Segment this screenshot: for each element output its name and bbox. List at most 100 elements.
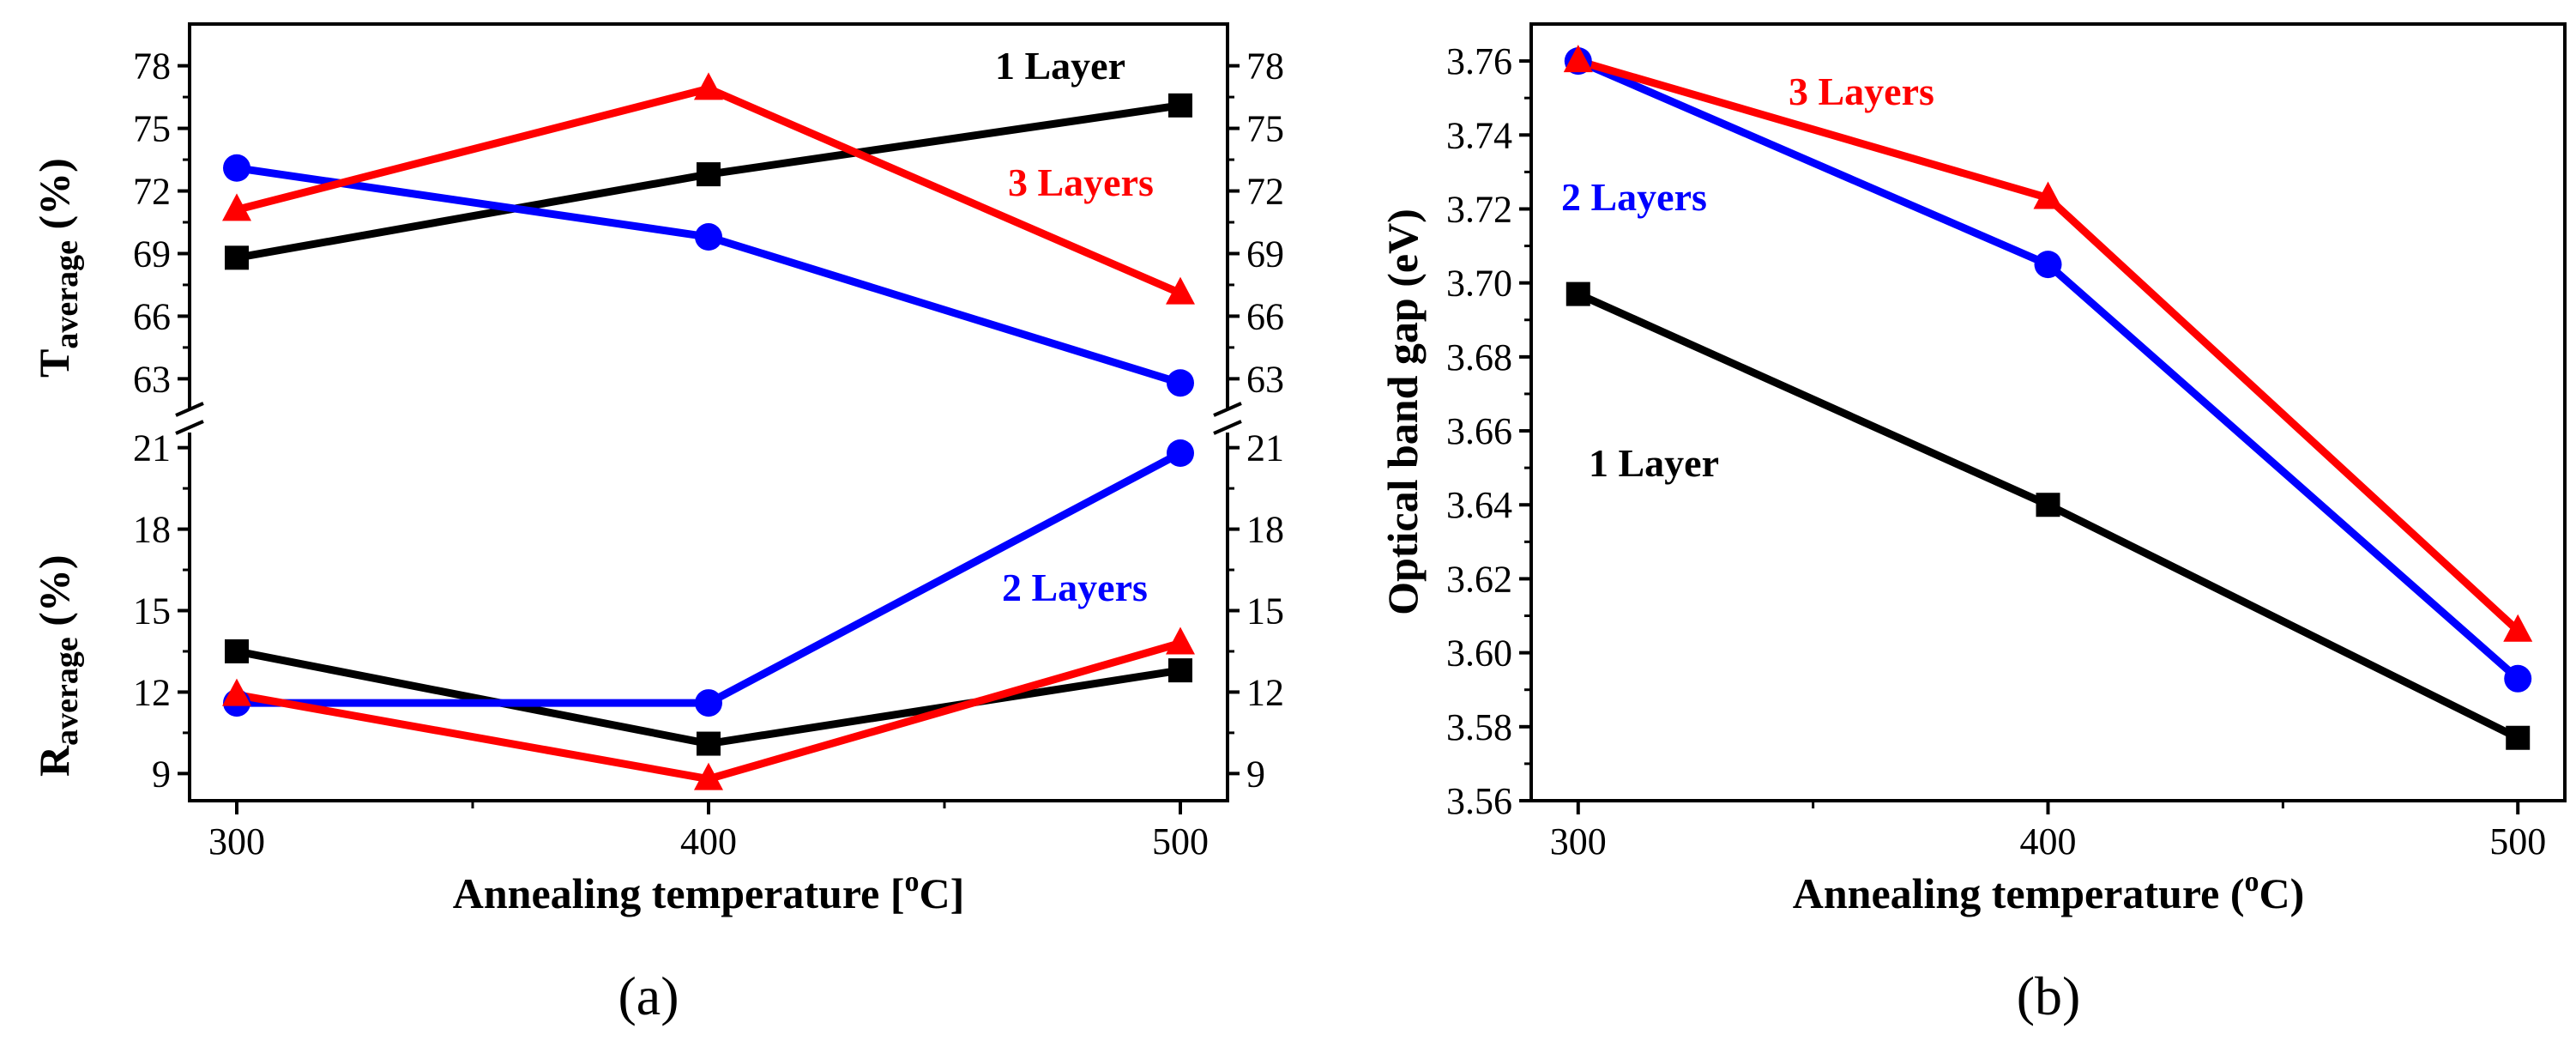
chart-a-bottom-y-tick-label: 18 [133, 509, 171, 551]
axis-break-left [175, 402, 204, 435]
chart-a-bottom-y-tick-label: 9 [152, 753, 171, 795]
chart-a-markers [222, 72, 1195, 790]
chart-a-bottom-marker-3-layers [694, 762, 723, 790]
y-label-bottom-main: R [30, 745, 78, 777]
y-label-top-tail: (%) [30, 158, 78, 240]
chart-b-marker-2-layers [2034, 251, 2062, 279]
chart-a-top-y-tick-label-right: 75 [1246, 108, 1284, 150]
chart-a-bottom-marker-3-layers [1166, 626, 1195, 655]
chart-b-y-tick-label: 3.70 [1446, 263, 1512, 305]
chart-a-bottom-marker-1-layer [1168, 658, 1192, 683]
chart-b: 300 400 500 3.56 3.58 3.60 3.62 3.64 3.66 3.68 3.7… [1378, 22, 2567, 1026]
chart-a-top-y-tick-label-right: 66 [1246, 295, 1284, 337]
panel-label-b: (b) [2017, 965, 2081, 1026]
x-label-a-sup: o [905, 866, 920, 898]
chart-a-bottom-y-tick-label: 15 [133, 590, 171, 632]
chart-a-top-y-tick-label-right: 78 [1246, 45, 1284, 88]
chart-b-y-tick-label: 3.66 [1446, 410, 1512, 452]
chart-a-top-y-tick-label: 78 [133, 45, 171, 88]
annotation-b-1-layer: 1 Layer [1589, 441, 1719, 485]
chart-a-top-y-tick-label: 63 [133, 358, 171, 400]
chart-b-y-tick-label: 3.58 [1446, 706, 1512, 748]
y-label-top-main: T [30, 349, 78, 378]
x-label-b-main: Annealing temperature ( [1793, 869, 2245, 917]
chart-b-ticks: 300 400 500 3.56 3.58 3.60 3.62 3.64 3.66 3.68 3.7… [1446, 40, 2546, 862]
y-label-bottom-sub: average [49, 637, 85, 746]
y-label-b: Optical band gap (eV) [1378, 209, 1427, 615]
annotation-b-3-layers: 3 Layers [1789, 70, 1934, 113]
annotation-a-2-layers: 2 Layers [1002, 566, 1148, 609]
chart-a-bottom-y-tick-label-right: 9 [1246, 753, 1265, 795]
panel-label-a: (a) [618, 965, 679, 1026]
chart-a-top-marker-2-layers [695, 223, 722, 251]
chart-a-bottom-marker-1-layer [225, 638, 249, 663]
x-label-a: Annealing temperature [oC] [453, 866, 965, 917]
x-label-a-tail: C] [920, 869, 965, 917]
chart-a: 300 400 500 63 63 66 66 69 69 72 72 75 75 78 78 9 9 12 12 1… [30, 22, 1284, 1026]
chart-a-x-tick-label: 300 [208, 820, 265, 862]
chart-a-bottom-marker-2-layers [695, 689, 722, 717]
annotation-a-3-layers: 3 Layers [1008, 160, 1154, 204]
y-label-top: Taverage (%) [30, 158, 85, 378]
chart-a-top-marker-3-layers [222, 193, 251, 221]
y-label-bottom-tail: (%) [30, 554, 78, 637]
chart-b-y-tick-label: 3.76 [1446, 40, 1512, 82]
chart-b-marker-1-layer [2506, 725, 2531, 750]
chart-b-line-3-layers [1577, 57, 2521, 634]
chart-b-markers [1563, 45, 2533, 750]
chart-b-x-tick-label: 500 [2489, 820, 2546, 862]
chart-b-line-2-layers [1576, 57, 2521, 682]
chart-a-bottom-y-tick-label-right: 12 [1246, 671, 1284, 713]
chart-a-top-y-tick-label: 66 [133, 295, 171, 337]
chart-a-x-tick-label: 400 [680, 820, 737, 862]
chart-a-top-y-tick-label: 75 [133, 108, 171, 150]
chart-a-bottom-marker-3-layers [222, 678, 251, 706]
chart-a-top-y-tick-label-right: 72 [1246, 171, 1284, 213]
chart-a-top-marker-1-layer [1168, 93, 1192, 118]
chart-a-bottom-marker-1-layer [697, 731, 721, 756]
chart-b-y-tick-label: 3.64 [1446, 484, 1512, 526]
chart-a-bottom-y-tick-label: 12 [133, 671, 171, 713]
chart-a-bottom-y-tick-label: 21 [133, 427, 171, 469]
chart-a-bottom-marker-2-layers [1167, 439, 1194, 467]
chart-b-x-tick-label: 400 [2020, 820, 2077, 862]
panel-label-b-text: (b) [2017, 965, 2081, 1026]
chart-b-x-tick-label: 300 [1550, 820, 1607, 862]
chart-a-top-y-tick-label-right: 69 [1246, 233, 1284, 275]
x-label-b-tail: C) [2259, 869, 2305, 917]
chart-b-marker-2-layers [2504, 664, 2532, 693]
chart-b-y-tick-label: 3.74 [1446, 114, 1512, 156]
annotation-b-2-layers: 2 Layers [1561, 175, 1707, 219]
chart-a-bottom-y-tick-label-right: 21 [1246, 427, 1284, 469]
chart-b-y-tick-label: 3.68 [1446, 336, 1512, 378]
chart-a-top-marker-3-layers [694, 72, 723, 100]
annotation-a-1-layer: 1 Layer [995, 44, 1125, 88]
chart-b-marker-3-layers [1563, 45, 1593, 73]
chart-b-marker-1-layer [2036, 493, 2060, 517]
chart-b-y-tick-label: 3.60 [1446, 632, 1512, 675]
axis-break-right [1213, 402, 1242, 435]
y-label-top-sub: average [49, 240, 85, 349]
chart-a-top-marker-2-layers [223, 154, 250, 182]
chart-a-ticks: 300 400 500 63 63 66 66 69 69 72 72 75 75 78 78 9 9 12 12 1… [133, 45, 1284, 862]
chart-a-x-tick-label: 500 [1152, 820, 1209, 862]
chart-a-top-marker-3-layers [1166, 276, 1195, 305]
panel-label-a-text: (a) [618, 965, 679, 1026]
chart-b-marker-3-layers [2503, 614, 2533, 642]
x-label-a-main: Annealing temperature [ [453, 869, 905, 917]
chart-a-bottom-y-tick-label-right: 15 [1246, 590, 1284, 632]
chart-a-top-y-tick-label: 72 [133, 171, 171, 213]
chart-a-top-marker-1-layer [697, 162, 721, 187]
chart-b-y-tick-label: 3.72 [1446, 188, 1512, 230]
chart-a-top-marker-2-layers [1167, 369, 1194, 397]
chart-a-bottom-y-tick-label-right: 18 [1246, 509, 1284, 551]
chart-a-top-y-tick-label-right: 63 [1246, 358, 1284, 400]
chart-b-marker-3-layers [2033, 181, 2063, 209]
y-label-bottom: Raverage (%) [30, 554, 85, 777]
chart-b-y-tick-label: 3.62 [1446, 558, 1512, 600]
chart-a-top-y-tick-label: 69 [133, 233, 171, 275]
x-label-b-sup: o [2245, 866, 2259, 898]
chart-a-top-marker-1-layer [225, 245, 249, 270]
chart-b-y-tick-label: 3.56 [1446, 780, 1512, 822]
